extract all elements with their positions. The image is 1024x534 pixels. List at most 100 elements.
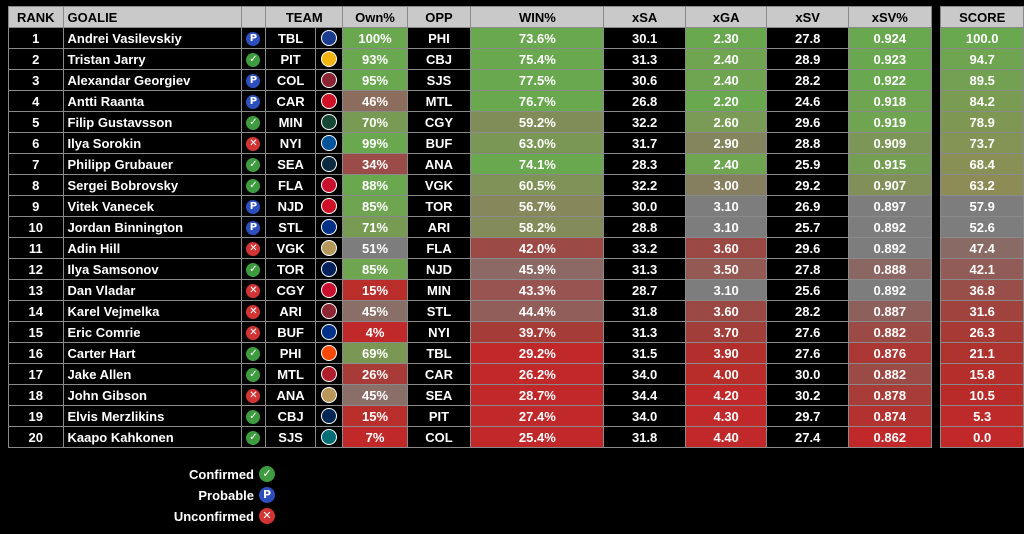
opp-header[interactable]: OPP (406, 6, 472, 28)
win-cell: 27.4% (470, 405, 605, 427)
win-header[interactable]: WIN% (470, 6, 605, 28)
probable-icon: P (259, 487, 275, 503)
team-logo-icon (321, 324, 338, 341)
xga-cell: 4.40 (684, 426, 768, 448)
win-cell: 75.4% (470, 48, 605, 70)
score-header[interactable]: SCORE (940, 6, 1024, 28)
table-row[interactable]: 19 Elvis Merzlikins ✓ CBJ 15% PIT 27.4% 34.0 4.3… (8, 405, 1024, 427)
rank-cell: 15 (8, 321, 64, 343)
score-cell: 63.2 (940, 174, 1024, 196)
rank-cell: 5 (8, 111, 64, 133)
xsa-cell: 34.4 (603, 384, 686, 406)
probable-icon: P (246, 94, 261, 109)
table-row[interactable]: 12 Ilya Samsonov ✓ TOR 85% NJD 45.9% 31.3 3.50 27… (8, 258, 1024, 280)
legend-label: Probable (198, 487, 254, 503)
team-logo-cell (314, 216, 344, 238)
table-row[interactable]: 5 Filip Gustavsson ✓ MIN 70% CGY 59.2% 32.2 2.60… (8, 111, 1024, 133)
xsvpct-cell: 0.907 (847, 174, 932, 196)
goalie-name: Antti Raanta (62, 90, 242, 112)
xsvpct-cell: 0.909 (847, 132, 932, 154)
table-row[interactable]: 11 Adin Hill ✕ VGK 51% FLA 42.0% 33.2 3.60 29.6 0.… (8, 237, 1024, 259)
table-row[interactable]: 7 Philipp Grubauer ✓ SEA 34% ANA 74.1% 28.3 2.40… (8, 153, 1024, 175)
xsv-cell: 27.4 (766, 426, 849, 448)
goalie-header[interactable]: GOALIE (62, 6, 242, 28)
xga-cell: 3.10 (684, 195, 768, 217)
column-gap (931, 195, 941, 217)
xsv-cell: 29.2 (766, 174, 849, 196)
check-icon: ✓ (246, 346, 261, 361)
status-cell: ✓ (240, 153, 267, 175)
xsa-cell: 32.2 (603, 111, 686, 133)
xga-header[interactable]: xGA (684, 6, 768, 28)
table-row[interactable]: 14 Karel Vejmelka ✕ ARI 45% STL 44.4% 31.8 3.60 2… (8, 300, 1024, 322)
table-row[interactable]: 2 Tristan Jarry ✓ PIT 93% CBJ 75.4% 31.3 2.40 28.… (8, 48, 1024, 70)
legend-confirmed: Confirmed ✓ (189, 464, 275, 484)
table-row[interactable]: 16 Carter Hart ✓ PHI 69% TBL 29.2% 31.5 3.90 27.6… (8, 342, 1024, 364)
own-cell: 93% (342, 48, 408, 70)
team-logo-cell (314, 384, 344, 406)
team-logo-icon (321, 408, 338, 425)
team-header[interactable]: TEAM (265, 6, 344, 28)
own-cell: 4% (342, 321, 408, 343)
goalie-name: Jake Allen (62, 363, 242, 385)
table-row[interactable]: 20 Kaapo Kahkonen ✓ SJS 7% COL 25.4% 31.8 4.40 27… (8, 426, 1024, 448)
own-header[interactable]: Own% (342, 6, 408, 28)
rank-cell: 4 (8, 90, 64, 112)
table-row[interactable]: 13 Dan Vladar ✕ CGY 15% MIN 43.3% 28.7 3.10 25.6 0… (8, 279, 1024, 301)
team-logo-cell (314, 69, 344, 91)
column-gap (931, 27, 941, 49)
xga-cell: 2.30 (684, 27, 768, 49)
opp-cell: CAR (406, 363, 472, 385)
team-cell: SJS (265, 426, 316, 448)
table-row[interactable]: 1 Andrei Vasilevskiy P TBL 100% PHI 73.6% 30.1 2… (8, 27, 1024, 49)
status-cell: P (240, 90, 267, 112)
xsv-header[interactable]: xSV (766, 6, 849, 28)
team-logo-cell (314, 321, 344, 343)
cross-icon: ✕ (246, 283, 261, 298)
xsa-cell: 30.0 (603, 195, 686, 217)
check-icon: ✓ (246, 115, 261, 130)
column-gap (931, 342, 941, 364)
goalie-name: Alexandar Georgiev (62, 69, 242, 91)
score-cell: 15.8 (940, 363, 1024, 385)
table-row[interactable]: 3 Alexandar Georgiev P COL 95% SJS 77.5% 30.6 2.… (8, 69, 1024, 91)
rank-header[interactable]: RANK (8, 6, 64, 28)
xsa-cell: 31.3 (603, 321, 686, 343)
xsa-header[interactable]: xSA (603, 6, 686, 28)
cross-icon: ✕ (246, 325, 261, 340)
own-cell: 26% (342, 363, 408, 385)
status-cell: ✓ (240, 174, 267, 196)
team-logo-icon (321, 261, 338, 278)
win-cell: 29.2% (470, 342, 605, 364)
table-row[interactable]: 4 Antti Raanta P CAR 46% MTL 76.7% 26.8 2.20 24.6… (8, 90, 1024, 112)
check-icon: ✓ (246, 409, 261, 424)
goalie-name: Andrei Vasilevskiy (62, 27, 242, 49)
status-cell: ✓ (240, 111, 267, 133)
check-icon: ✓ (259, 466, 275, 482)
table-row[interactable]: 9 Vitek Vanecek P NJD 85% TOR 56.7% 30.0 3.10 26.… (8, 195, 1024, 217)
win-cell: 56.7% (470, 195, 605, 217)
win-cell: 39.7% (470, 321, 605, 343)
opp-cell: SJS (406, 69, 472, 91)
table-row[interactable]: 8 Sergei Bobrovsky ✓ FLA 88% VGK 60.5% 32.2 3.00… (8, 174, 1024, 196)
team-logo-icon (321, 177, 338, 194)
table-row[interactable]: 17 Jake Allen ✓ MTL 26% CAR 26.2% 34.0 4.00 30.0 0… (8, 363, 1024, 385)
xsvpct-cell: 0.923 (847, 48, 932, 70)
probable-icon: P (246, 199, 261, 214)
opp-cell: SEA (406, 384, 472, 406)
table-row[interactable]: 15 Eric Comrie ✕ BUF 4% NYI 39.7% 31.3 3.70 27.6 0… (8, 321, 1024, 343)
table-row[interactable]: 18 John Gibson ✕ ANA 45% SEA 28.7% 34.4 4.20 30.2… (8, 384, 1024, 406)
xsa-cell: 31.8 (603, 426, 686, 448)
score-cell: 84.2 (940, 90, 1024, 112)
opp-cell: NYI (406, 321, 472, 343)
goalie-name: Philipp Grubauer (62, 153, 242, 175)
score-cell: 26.3 (940, 321, 1024, 343)
own-cell: 88% (342, 174, 408, 196)
opp-cell: PHI (406, 27, 472, 49)
win-cell: 25.4% (470, 426, 605, 448)
xsa-cell: 31.5 (603, 342, 686, 364)
xsvpct-header[interactable]: xSV% (847, 6, 932, 28)
table-row[interactable]: 6 Ilya Sorokin ✕ NYI 99% BUF 63.0% 31.7 2.90 28.8… (8, 132, 1024, 154)
table-row[interactable]: 10 Jordan Binnington P STL 71% ARI 58.2% 28.8 3.… (8, 216, 1024, 238)
xsv-cell: 26.9 (766, 195, 849, 217)
